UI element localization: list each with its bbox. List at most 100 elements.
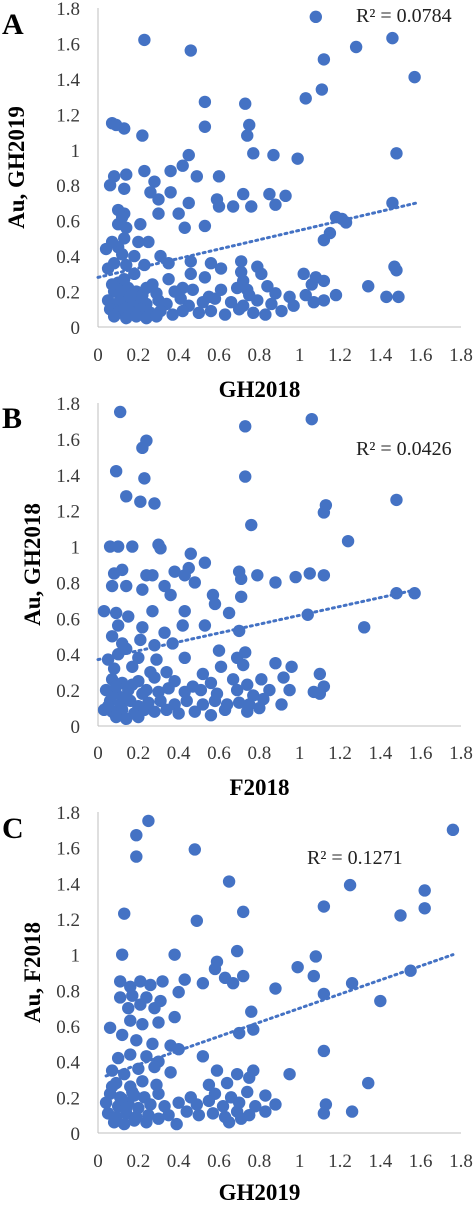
data-point	[128, 249, 141, 263]
data-point	[283, 683, 296, 697]
data-point	[230, 281, 244, 295]
data-point	[172, 985, 185, 999]
data-point	[386, 196, 399, 210]
data-point	[118, 1067, 131, 1081]
data-point	[134, 218, 147, 231]
data-point	[317, 987, 331, 1001]
data-point	[408, 70, 421, 84]
data-point	[241, 678, 254, 691]
data-point	[275, 304, 288, 318]
data-point	[214, 660, 228, 673]
data-point	[136, 1075, 149, 1088]
data-point	[307, 295, 320, 309]
data-point	[239, 97, 252, 110]
data-point	[251, 294, 264, 307]
data-point	[265, 297, 278, 311]
data-point	[144, 1098, 157, 1111]
data-point	[204, 304, 218, 318]
y-tick-label: 1.4	[56, 70, 80, 91]
data-point	[234, 572, 248, 586]
data-point	[261, 280, 274, 293]
r-squared-label: R² = 0.0784	[356, 5, 452, 27]
data-point	[202, 1094, 216, 1108]
data-point	[172, 1096, 185, 1109]
data-point	[178, 973, 191, 986]
data-point	[178, 569, 191, 582]
data-point	[283, 1067, 296, 1081]
data-point	[317, 274, 331, 288]
data-point	[305, 412, 318, 426]
y-tick-label: 0.4	[56, 1053, 80, 1074]
data-point	[245, 1005, 258, 1018]
data-point	[212, 200, 226, 213]
data-point	[190, 914, 204, 927]
r-squared-label: R² = 0.0426	[356, 438, 452, 460]
data-point	[136, 621, 149, 634]
data-point	[386, 31, 399, 45]
data-point	[154, 542, 167, 555]
data-point	[120, 579, 133, 593]
data-point	[152, 1087, 165, 1100]
data-point	[156, 975, 169, 988]
data-point	[168, 1010, 181, 1024]
data-point	[118, 272, 131, 286]
x-tick-label: 1.6	[409, 743, 433, 764]
data-point	[243, 118, 256, 132]
data-point	[299, 288, 312, 302]
x-tick-label: 1.6	[409, 1151, 433, 1172]
data-point	[118, 182, 131, 195]
data-point	[204, 257, 218, 270]
data-point	[285, 660, 298, 673]
data-point	[176, 304, 189, 318]
x-tick-label: 1.2	[328, 1151, 352, 1172]
data-point	[142, 235, 155, 249]
data-point	[245, 200, 258, 213]
data-point	[150, 310, 163, 323]
data-point	[97, 604, 111, 618]
y-axis-title: Au, F2018	[20, 922, 45, 1023]
data-point	[122, 610, 135, 623]
x-tick-label: 0.2	[126, 345, 150, 366]
y-tick-label: 0	[71, 717, 81, 738]
data-point	[349, 40, 363, 54]
data-point	[146, 1037, 159, 1051]
data-point	[317, 506, 331, 519]
data-point	[170, 1117, 183, 1131]
data-point	[109, 606, 123, 620]
data-point	[275, 698, 288, 711]
data-point	[289, 570, 302, 584]
data-point	[313, 667, 327, 681]
data-point	[128, 1114, 141, 1127]
data-point	[208, 962, 222, 976]
x-tick-label: 1	[295, 1151, 305, 1172]
data-point	[120, 1101, 133, 1115]
x-tick-label: 1.4	[368, 1151, 392, 1172]
data-point	[152, 1112, 165, 1125]
data-point	[118, 122, 131, 135]
data-point	[162, 1108, 175, 1122]
data-point	[188, 705, 201, 718]
data-point	[111, 619, 125, 632]
data-point	[194, 683, 208, 697]
data-point	[239, 470, 252, 483]
data-point	[247, 306, 260, 320]
y-tick-label: 0.6	[56, 1017, 80, 1038]
data-point	[164, 1066, 177, 1079]
data-point	[148, 175, 161, 188]
data-point	[291, 152, 304, 165]
data-point	[160, 703, 173, 717]
panel-label: B	[2, 402, 22, 435]
y-tick-label: 1.4	[56, 874, 80, 895]
y-tick-label: 0.8	[56, 573, 80, 594]
trendline	[96, 201, 419, 279]
data-point	[192, 306, 206, 320]
trendline	[104, 953, 455, 1078]
data-point	[126, 989, 139, 1002]
data-point	[196, 977, 210, 990]
data-point	[138, 472, 151, 485]
data-point	[144, 978, 157, 992]
data-point	[116, 1028, 129, 1042]
y-tick-label: 1.6	[56, 430, 80, 451]
data-point	[134, 975, 147, 988]
data-point	[394, 909, 407, 922]
